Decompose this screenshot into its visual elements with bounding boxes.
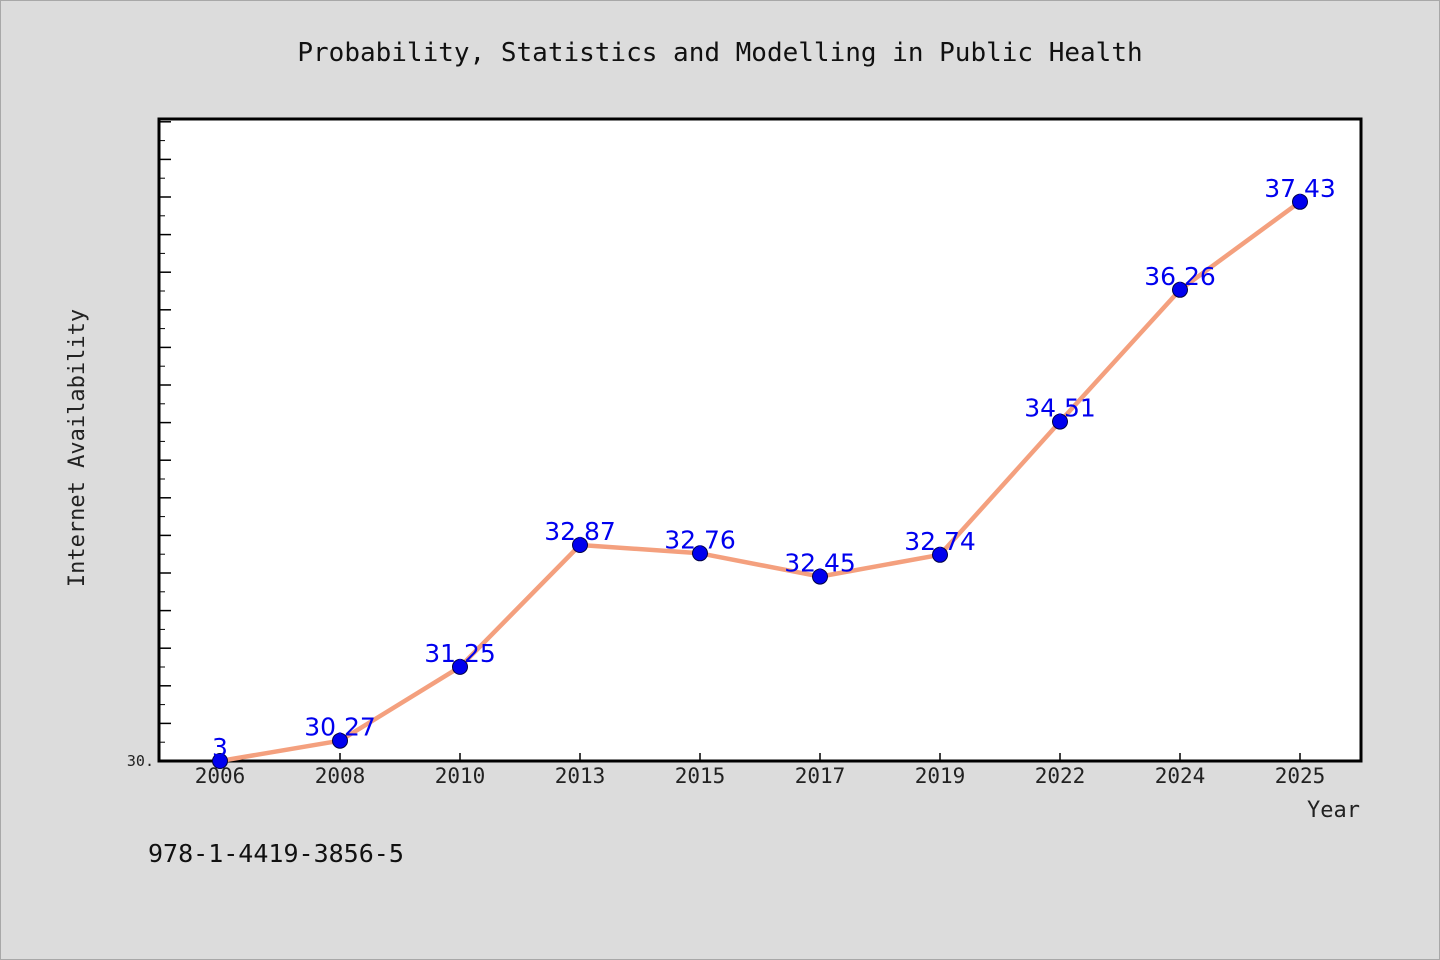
data-point-2019 <box>932 546 948 563</box>
x-axis-label: Year <box>1307 798 1360 823</box>
data-point-2010 <box>452 658 468 675</box>
data-label-2019: 32.74 <box>904 527 976 556</box>
chart-title: Probability, Statistics and Modelling in… <box>297 38 1142 68</box>
data-label-2006: 3 <box>212 733 228 762</box>
x-tick-label-2025: 2025 <box>1275 764 1326 788</box>
data-point-2015 <box>692 545 708 562</box>
x-tick-label-2015: 2015 <box>675 764 726 788</box>
data-point-2022 <box>1052 413 1068 430</box>
plot-area <box>157 117 1363 763</box>
x-tick-label-2013: 2013 <box>555 764 606 788</box>
data-label-2015: 32.76 <box>664 525 736 554</box>
data-label-2010: 31.25 <box>424 639 496 668</box>
x-tick-label-2010: 2010 <box>435 764 486 788</box>
data-label-2025: 37.43 <box>1264 174 1336 203</box>
data-label-2008: 30.27 <box>304 713 376 742</box>
data-point-2025 <box>1292 193 1308 210</box>
data-label-2024: 36.26 <box>1144 262 1216 291</box>
data-points <box>212 193 1308 769</box>
data-point-2013 <box>572 537 588 553</box>
data-point-2017 <box>812 568 828 585</box>
data-point-2008 <box>332 732 348 749</box>
y-tick-labels: 30. <box>127 752 154 770</box>
y-axis-ticks <box>159 121 171 743</box>
x-tick-label-2008: 2008 <box>315 764 366 788</box>
x-tick-label-2017: 2017 <box>795 764 846 788</box>
series-line <box>217 199 1303 764</box>
data-label-2017: 32.45 <box>784 549 856 578</box>
data-label-2013: 32.87 <box>544 517 616 546</box>
x-tick-label-2024: 2024 <box>1155 764 1206 788</box>
data-labels: 3 30.27 31.25 32.87 32.76 32.45 32.74 34.51 36.2… <box>212 174 1336 762</box>
y-tick-label-0: 30. <box>127 752 154 770</box>
data-point-2006 <box>212 753 228 769</box>
x-tick-labels: 2006 2008 2010 2013 2015 2017 2019 2022 2024 2025 <box>195 764 1326 788</box>
x-tick-label-2006: 2006 <box>195 764 246 788</box>
data-point-2024 <box>1172 281 1188 298</box>
x-tick-label-2022: 2022 <box>1035 764 1086 788</box>
data-label-2022: 34.51 <box>1024 394 1096 423</box>
x-tick-label-2019: 2019 <box>915 764 966 788</box>
y-axis-label: Internet Availability <box>65 309 90 587</box>
footnote-isbn: 978-1-4419-3856-5 <box>148 839 404 868</box>
